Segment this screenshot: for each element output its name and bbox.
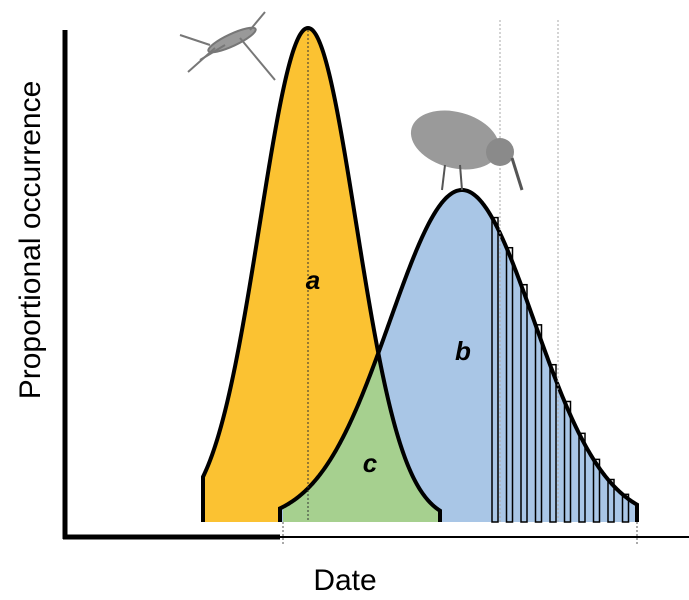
region-c <box>283 353 440 522</box>
bird-icon <box>410 110 524 191</box>
region-label: c <box>363 448 378 478</box>
curve-a <box>201 25 442 522</box>
tail-bar <box>607 478 615 523</box>
insect-icon <box>179 11 276 81</box>
curve-b <box>278 187 639 522</box>
region-label: a <box>306 265 320 295</box>
tail-bar <box>520 283 528 523</box>
tail-bar <box>534 324 543 523</box>
tail-bar <box>563 400 572 523</box>
tail-bar <box>592 458 601 523</box>
region-label: b <box>455 336 471 366</box>
tail-bar <box>549 363 557 523</box>
x-axis-title: Date <box>313 564 376 597</box>
y-axis-title: Proportional occurrence <box>14 81 47 400</box>
tail-bar <box>578 432 586 523</box>
curves <box>201 25 639 523</box>
tail-bar <box>491 216 499 523</box>
tail-bar <box>505 246 514 523</box>
